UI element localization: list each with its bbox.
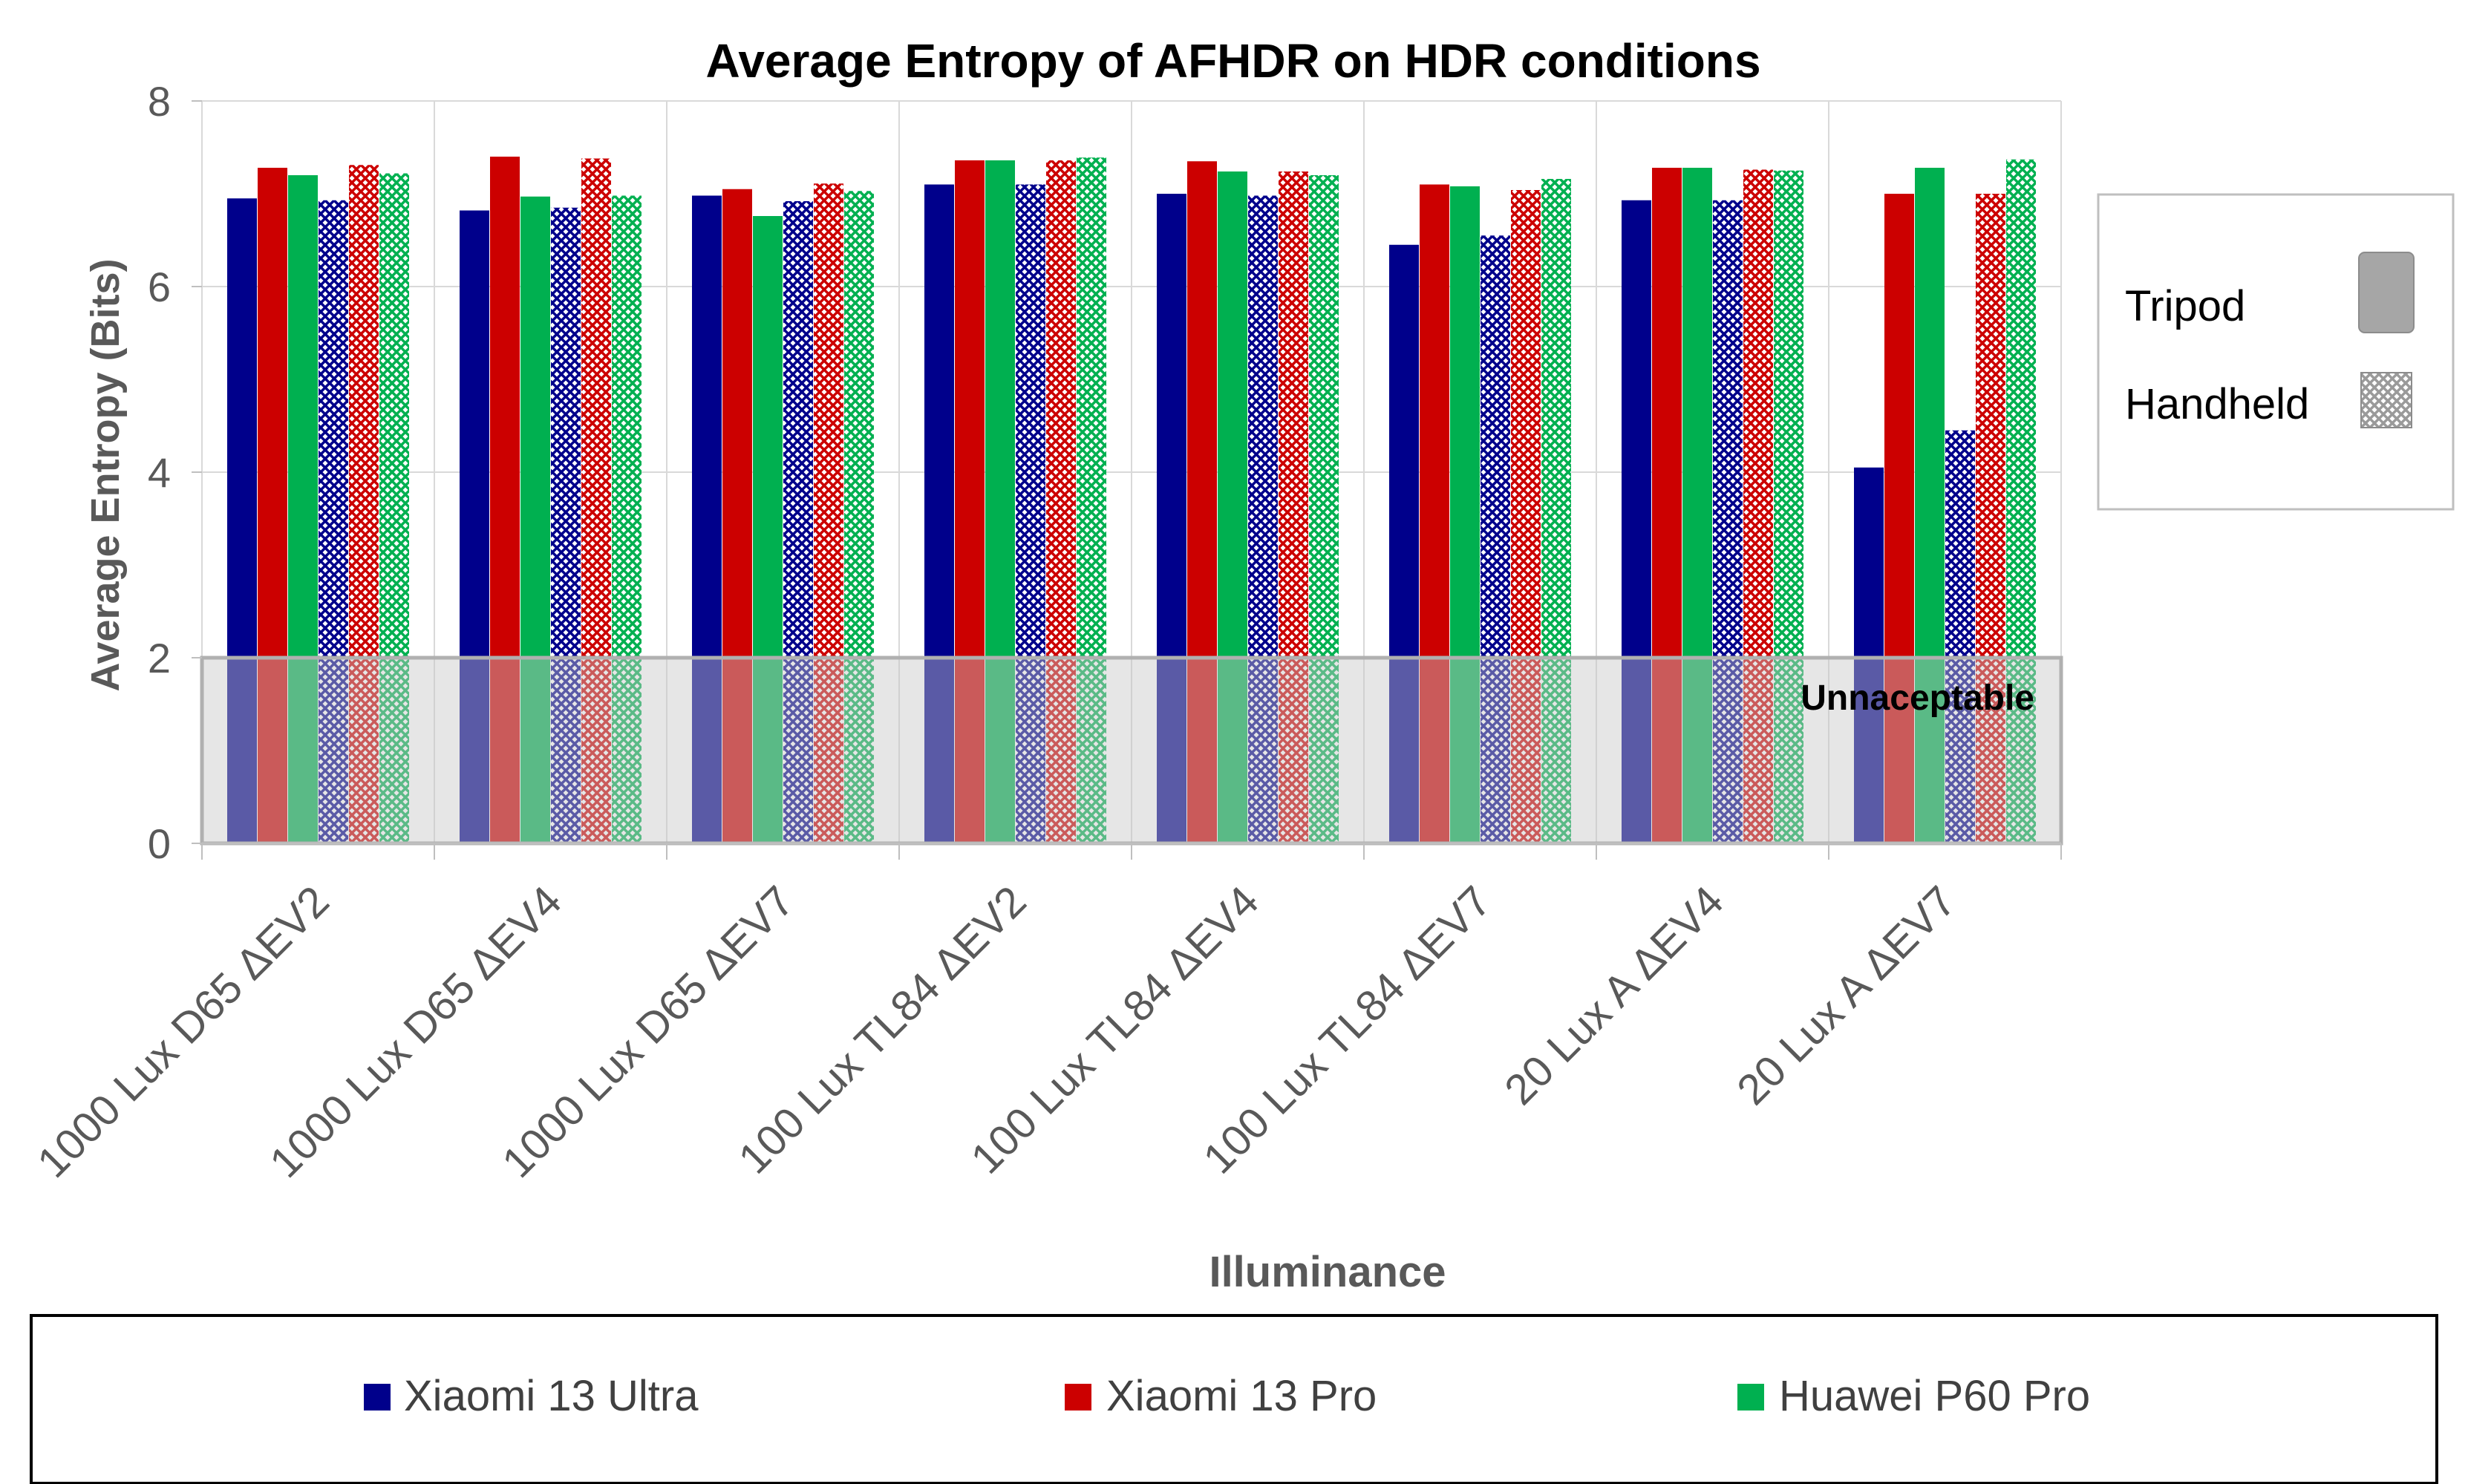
bar-xiaomi-13-ultra-tripod-20-lux-a-ev4 [1622,200,1651,843]
mode-legend: Tripod Handheld [2097,193,2455,511]
bar-huawei-p60-pro-handheld-100-lux-tl84-ev4 [1309,175,1339,843]
y-tick-label: 6 [148,264,171,310]
bar-xiaomi-13-ultra-handheld-100-lux-tl84-ev7 [1481,235,1510,843]
bar-xiaomi-13-ultra-handheld-20-lux-a-ev7 [1945,430,1975,843]
device-legend-swatch-xiaomi-13-pro [1065,1384,1091,1411]
mode-legend-tripod-swatch [2358,252,2415,333]
x-tick-label: 20 Lux A ΔEV7 [1728,877,1965,1114]
unacceptable-band-label: Unnaceptable [1801,679,2034,718]
bar-huawei-p60-pro-handheld-100-lux-tl84-ev7 [1541,179,1571,843]
bar-huawei-p60-pro-handheld-1000-lux-d65-ev4 [612,195,642,843]
bar-huawei-p60-pro-handheld-20-lux-a-ev4 [1774,170,1803,843]
bar-huawei-p60-pro-handheld-100-lux-tl84-ev2 [1077,157,1106,843]
bar-huawei-p60-pro-tripod-1000-lux-d65-ev2 [288,175,318,843]
bar-xiaomi-13-ultra-tripod-1000-lux-d65-ev4 [460,210,489,843]
bar-xiaomi-13-pro-handheld-20-lux-a-ev4 [1743,169,1773,843]
bar-xiaomi-13-pro-tripod-20-lux-a-ev4 [1652,168,1682,843]
bar-xiaomi-13-ultra-handheld-1000-lux-d65-ev2 [319,200,348,843]
bar-xiaomi-13-pro-handheld-100-lux-tl84-ev7 [1511,190,1541,843]
bar-xiaomi-13-ultra-tripod-20-lux-a-ev7 [1854,467,1884,843]
bar-xiaomi-13-ultra-handheld-100-lux-tl84-ev4 [1248,195,1278,843]
bar-xiaomi-13-pro-tripod-1000-lux-d65-ev4 [490,157,520,843]
bar-xiaomi-13-pro-handheld-20-lux-a-ev7 [1976,194,2005,843]
x-axis-title: Illuminance [1209,1248,1446,1296]
bar-xiaomi-13-pro-handheld-1000-lux-d65-ev2 [349,165,379,843]
bar-xiaomi-13-pro-tripod-100-lux-tl84-ev7 [1420,184,1449,843]
bar-xiaomi-13-pro-tripod-100-lux-tl84-ev2 [955,160,985,843]
x-tick-label: 20 Lux A ΔEV4 [1495,877,1733,1114]
bar-huawei-p60-pro-tripod-1000-lux-d65-ev4 [520,196,550,843]
bar-xiaomi-13-ultra-handheld-1000-lux-d65-ev7 [783,201,813,843]
bar-huawei-p60-pro-handheld-1000-lux-d65-ev2 [379,173,409,843]
bar-huawei-p60-pro-tripod-100-lux-tl84-ev4 [1218,171,1247,843]
bar-huawei-p60-pro-tripod-100-lux-tl84-ev2 [985,160,1015,843]
bar-xiaomi-13-ultra-tripod-100-lux-tl84-ev4 [1157,194,1186,843]
device-legend-swatch-xiaomi-13-ultra [364,1384,391,1411]
device-legend-label-xiaomi-13-pro: Xiaomi 13 Pro [1106,1372,1377,1420]
device-legend: Xiaomi 13 Ultra Xiaomi 13 Pro Huawei P60… [30,1314,2438,1484]
device-legend-label-huawei-p60-pro: Huawei P60 Pro [1779,1372,2090,1420]
bar-xiaomi-13-pro-tripod-100-lux-tl84-ev4 [1187,161,1217,843]
unacceptable-band-rect [200,656,2063,846]
bar-huawei-p60-pro-tripod-20-lux-a-ev7 [1915,168,1945,843]
bar-xiaomi-13-ultra-tripod-1000-lux-d65-ev2 [227,198,257,843]
device-legend-swatch-huawei-p60-pro [1737,1384,1764,1411]
y-tick-label: 2 [148,635,171,681]
bar-xiaomi-13-pro-handheld-100-lux-tl84-ev4 [1279,171,1308,843]
bar-xiaomi-13-ultra-tripod-1000-lux-d65-ev7 [692,195,722,843]
bar-huawei-p60-pro-handheld-20-lux-a-ev7 [2006,159,2036,843]
bar-xiaomi-13-pro-tripod-20-lux-a-ev7 [1884,194,1914,843]
unacceptable-band: Unnaceptable [200,656,2063,846]
mode-legend-tripod-label: Tripod [2125,282,2245,330]
bar-xiaomi-13-pro-handheld-1000-lux-d65-ev4 [581,158,611,843]
bar-xiaomi-13-pro-tripod-1000-lux-d65-ev7 [722,189,752,843]
y-tick-label: 4 [148,449,171,496]
bar-xiaomi-13-ultra-handheld-1000-lux-d65-ev4 [551,207,581,843]
bar-xiaomi-13-pro-handheld-100-lux-tl84-ev2 [1046,160,1076,843]
bar-huawei-p60-pro-handheld-1000-lux-d65-ev7 [844,191,874,843]
mode-legend-handheld-swatch [2360,372,2412,428]
bar-xiaomi-13-ultra-tripod-100-lux-tl84-ev7 [1389,244,1419,843]
bar-huawei-p60-pro-tripod-100-lux-tl84-ev7 [1450,186,1480,843]
y-tick-label: 0 [148,820,171,867]
bar-huawei-p60-pro-tripod-1000-lux-d65-ev7 [753,216,783,843]
bar-xiaomi-13-ultra-handheld-20-lux-a-ev4 [1713,200,1743,843]
bars [227,157,2036,843]
y-tick-label: 8 [148,78,171,125]
chart-title: Average Entropy of AFHDR on HDR conditio… [705,34,1760,88]
bar-xiaomi-13-pro-handheld-1000-lux-d65-ev7 [814,183,843,843]
device-legend-label-xiaomi-13-ultra: Xiaomi 13 Ultra [404,1372,699,1420]
y-axis-title: Average Entropy (Bits) [83,258,128,691]
bar-xiaomi-13-ultra-handheld-100-lux-tl84-ev2 [1016,184,1045,843]
bar-huawei-p60-pro-tripod-20-lux-a-ev4 [1682,168,1712,843]
bar-xiaomi-13-pro-tripod-1000-lux-d65-ev2 [258,168,287,843]
bar-xiaomi-13-ultra-tripod-100-lux-tl84-ev2 [924,184,954,843]
mode-legend-handheld-label: Handheld [2125,380,2309,428]
